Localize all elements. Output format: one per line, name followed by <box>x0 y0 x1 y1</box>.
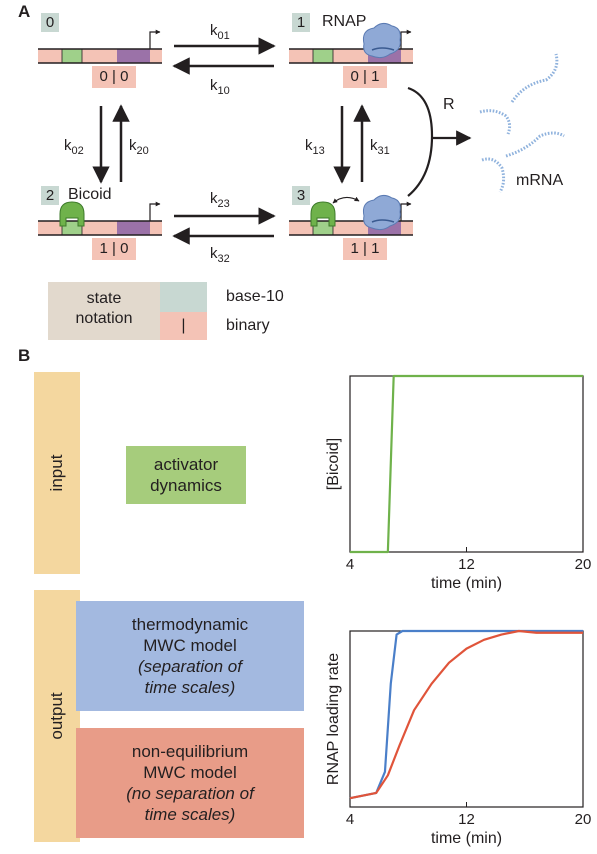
legend-binary-swatch: | <box>160 312 207 340</box>
activator-line1: activator <box>153 455 219 474</box>
rate-k13: k13 <box>305 137 325 157</box>
noneq-line2: MWC model <box>143 763 237 782</box>
dna-state-2 <box>38 201 162 236</box>
legend-title-box: state notation <box>48 282 160 340</box>
panel-a-letter: A <box>18 2 31 21</box>
series-line-1-0 <box>349 629 583 800</box>
input-side-bar: input <box>34 372 80 574</box>
state-1-binary: 0 | 1 <box>343 66 387 88</box>
legend-title-line1: state <box>86 290 122 307</box>
rate-k01: k01 <box>210 22 230 42</box>
state-3-num: 3 <box>292 186 310 205</box>
dna-state-3 <box>289 194 413 236</box>
legend-base10-label: base-10 <box>226 288 284 305</box>
bicoid-shape-2 <box>59 201 85 227</box>
state-3-binary: 1 | 1 <box>343 238 387 260</box>
rate-k20: k20 <box>129 137 149 157</box>
production-rate-label: R <box>443 96 455 113</box>
rnap-label: RNAP <box>322 13 367 30</box>
x-tick-label-0-2: 20 <box>575 556 592 573</box>
noneq-line1: non-equilibrium <box>131 742 249 761</box>
state-1-num: 1 <box>292 13 310 32</box>
series-line-0-0 <box>350 374 583 554</box>
thermo-line2: MWC model <box>143 636 237 655</box>
x-tick-label-1-1: 12 <box>458 811 475 828</box>
rate-k02: k02 <box>64 137 84 157</box>
thermo-line1: thermodynamic <box>131 615 249 634</box>
thermodynamic-model-box: thermodynamic MWC model (separation of t… <box>76 601 304 711</box>
mrna-label: mRNA <box>516 172 564 189</box>
nonequilibrium-model-box: non-equilibrium MWC model (no separation… <box>76 728 304 838</box>
plot-frame-0 <box>349 375 584 553</box>
production-bracket <box>407 86 434 197</box>
output-label: output <box>47 692 66 740</box>
x-tick-label-0-0: 4 <box>346 556 354 573</box>
legend-base10-swatch <box>160 282 207 312</box>
state-2-num: 2 <box>41 186 59 205</box>
noneq-line3: (no separation of <box>126 784 254 803</box>
input-label: input <box>47 454 66 492</box>
rate-k23: k23 <box>210 190 230 210</box>
output-side-bar: output <box>34 590 80 842</box>
panel-a-diagram <box>38 22 565 245</box>
x-axis-title-0: time (min) <box>431 575 502 592</box>
bicoid-label: Bicoid <box>68 186 112 203</box>
activator-line2: dynamics <box>150 476 222 495</box>
y-axis-title-1: RNAP loading rate <box>325 653 342 785</box>
mrna-icon <box>479 53 565 193</box>
y-axis-title-0: [Bicoid] <box>325 438 342 490</box>
legend-title-line2: notation <box>75 310 133 327</box>
state-2-binary: 1 | 0 <box>92 238 136 260</box>
x-tick-label-1-0: 4 <box>346 811 354 828</box>
bicoid-chart: 4 12 20 time (min) [Bicoid] <box>325 374 592 592</box>
x-axis-title-1: time (min) <box>431 830 502 847</box>
rate-k10: k10 <box>210 77 230 97</box>
legend-binary-label: binary <box>226 317 270 334</box>
thermo-line3: (separation of <box>138 657 242 676</box>
panel-b-letter: B <box>18 346 31 365</box>
dna-state-0 <box>38 29 162 64</box>
x-tick-label-0-1: 12 <box>458 556 475 573</box>
rate-k31: k31 <box>370 137 390 157</box>
thermo-line4: time scales) <box>144 678 236 697</box>
rate-k32: k32 <box>210 245 230 265</box>
state-0-binary: 0 | 0 <box>92 66 136 88</box>
x-tick-label-1-2: 20 <box>575 811 592 828</box>
noneq-line4: time scales) <box>144 805 236 824</box>
state-0-num: 0 <box>41 13 59 32</box>
rnap-loading-chart: 4 12 20 time (min) RNAP loading rate <box>325 629 592 847</box>
series-line-1-1 <box>349 629 583 800</box>
bicoid-shape-3 <box>310 201 336 227</box>
dna-state-1 <box>289 22 413 64</box>
activator-dynamics-box: activator dynamics <box>126 446 246 504</box>
